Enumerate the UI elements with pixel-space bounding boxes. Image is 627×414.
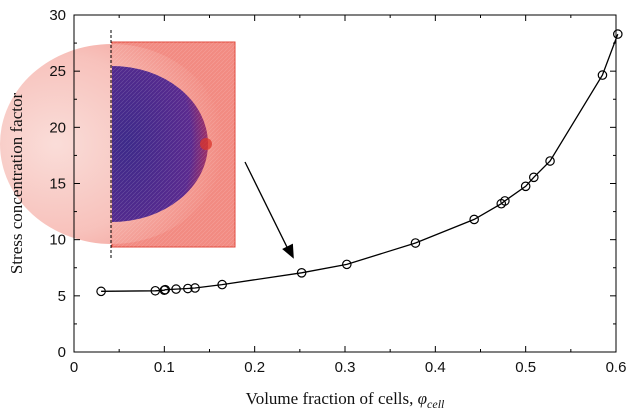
- arrow-shaft: [244, 161, 290, 252]
- y-tick-label: 30: [49, 7, 66, 24]
- data-point: [528, 172, 539, 183]
- y-tick-label: 5: [58, 288, 66, 305]
- data-point: [171, 284, 181, 294]
- data-point: [96, 286, 106, 297]
- inset-stress-hotspot: [200, 138, 212, 150]
- y-tick-label: 0: [58, 344, 66, 361]
- x-tick-label: 0.4: [425, 359, 446, 376]
- data-point: [217, 279, 227, 290]
- stress-field-inset: [0, 30, 236, 260]
- data-point: [613, 29, 623, 39]
- arrow-head: [282, 243, 294, 259]
- y-tick-label: 25: [49, 63, 66, 80]
- x-tick-label: 0.1: [154, 359, 175, 376]
- data-series: [96, 29, 623, 297]
- y-tick-label: 15: [49, 176, 66, 193]
- axes: 0 0.1 0.2 0.3 0.4 0.5 0.6 0 5 10 15 20 25 30: [49, 7, 626, 376]
- data-point: [545, 156, 555, 166]
- x-axis-title: Volume fraction of cells, φcell: [246, 389, 445, 411]
- x-tick-label: 0.6: [606, 359, 627, 376]
- x-axis-title-symbol: φ: [418, 389, 427, 408]
- data-point: [150, 285, 161, 296]
- data-point: [296, 268, 307, 278]
- x-tick-label: 0.3: [335, 359, 356, 376]
- x-axis-title-subscript: cell: [427, 397, 445, 411]
- x-tick-label: 0.5: [515, 359, 536, 376]
- y-tick-label: 20: [49, 119, 66, 136]
- x-tick-label: 0.2: [244, 359, 265, 376]
- data-point: [597, 70, 608, 80]
- x-tick-label: 0: [70, 359, 78, 376]
- data-point: [160, 284, 171, 295]
- y-axis-title: Stress concentration factor: [7, 93, 26, 275]
- data-point: [500, 196, 510, 206]
- data-point: [520, 181, 531, 192]
- data-point: [190, 283, 200, 293]
- data-point: [410, 238, 421, 248]
- inset-mesh-texture: [112, 42, 235, 247]
- series-line: [101, 33, 619, 292]
- y-tick-label: 10: [49, 232, 66, 249]
- data-point: [342, 259, 352, 270]
- data-point: [183, 283, 193, 294]
- inset-arrow: [244, 161, 294, 259]
- data-point: [469, 214, 479, 225]
- x-axis-title-text: Volume fraction of cells,: [246, 389, 418, 408]
